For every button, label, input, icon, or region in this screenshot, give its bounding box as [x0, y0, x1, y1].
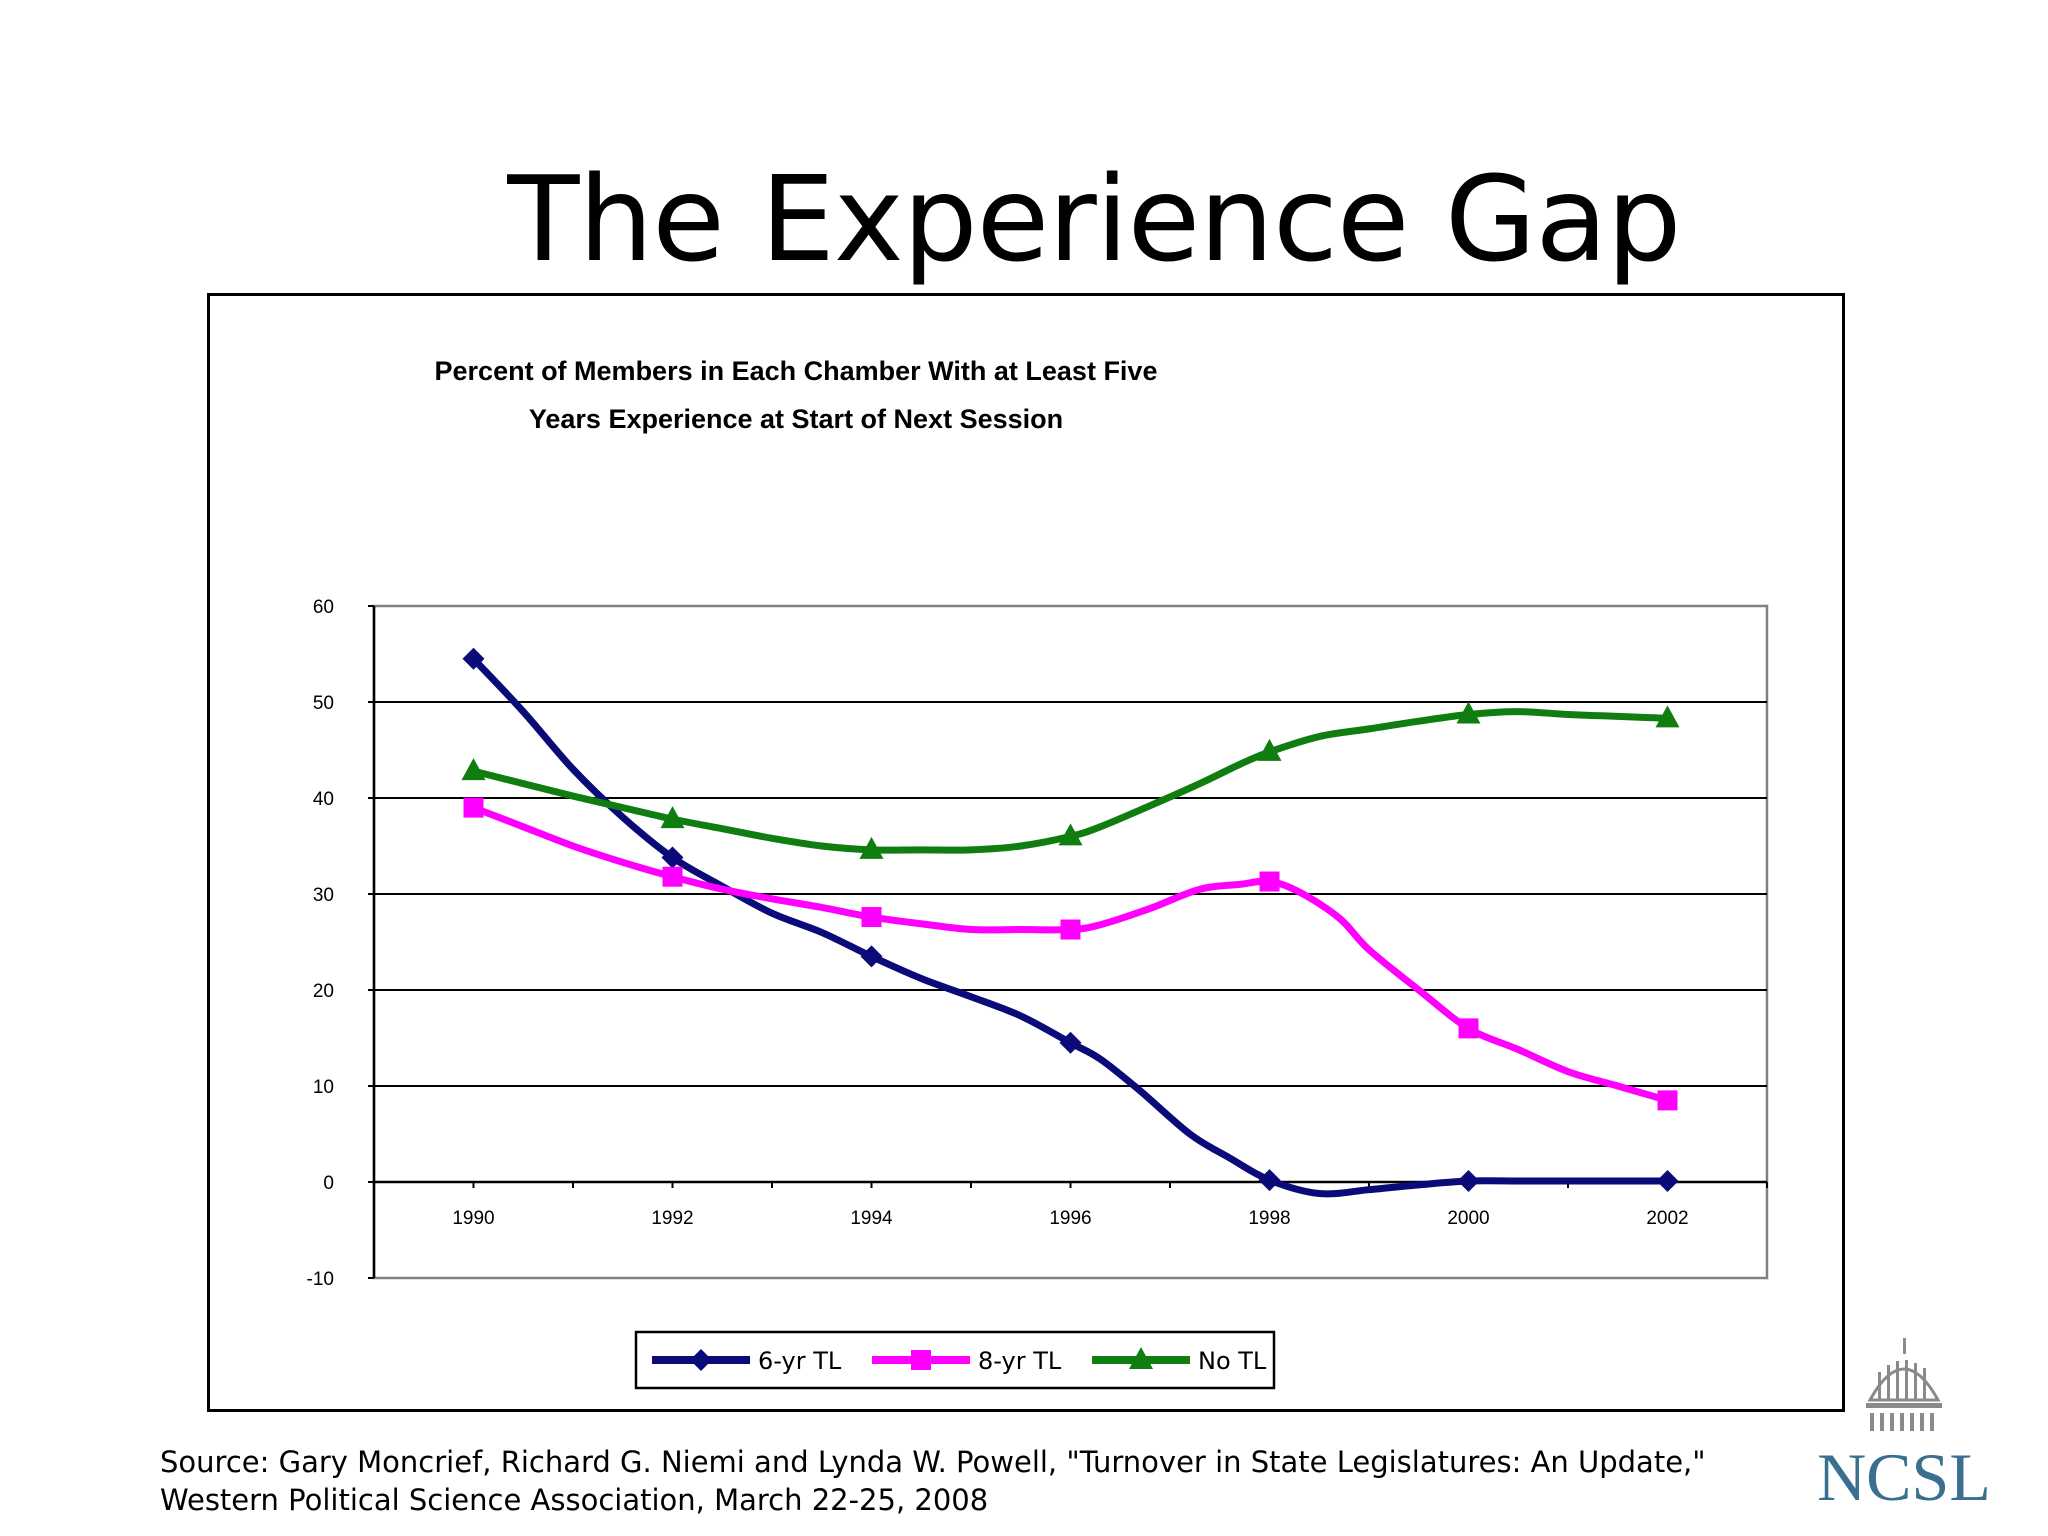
data-point — [462, 647, 485, 670]
x-tick-label: 1990 — [452, 1208, 494, 1229]
data-point — [1058, 823, 1083, 846]
y-tick-label: 60 — [313, 597, 334, 618]
legend-marker — [1129, 1347, 1153, 1369]
data-point — [1656, 1170, 1679, 1193]
legend-marker — [911, 1350, 931, 1370]
data-point — [1655, 705, 1680, 728]
data-point — [860, 945, 883, 968]
x-tick-label: 2002 — [1646, 1208, 1688, 1229]
data-point — [660, 806, 685, 829]
data-point — [662, 866, 683, 887]
logo-text: NCSL — [1817, 1439, 1991, 1515]
x-tick-label: 1994 — [850, 1208, 893, 1229]
series-line-1 — [470, 804, 1671, 1104]
data-point — [1257, 738, 1282, 761]
data-point — [861, 907, 882, 928]
plot-area: -10 0 10 20 30 40 50 60 1990 1992 1994 1996 1998 2000… — [307, 597, 1769, 1290]
chart-title-line-1: Percent of Members in Each Chamber With … — [435, 356, 1158, 386]
y-tick-label: 30 — [313, 885, 334, 906]
data-point — [1657, 1090, 1678, 1111]
data-point — [859, 836, 884, 859]
data-point — [463, 797, 484, 818]
y-tick-label: 50 — [313, 693, 334, 714]
data-point — [1456, 701, 1481, 724]
legend-label: 6-yr TL — [758, 1347, 842, 1375]
source-citation: Source: Gary Moncrief, Richard G. Niemi … — [160, 1445, 1706, 1517]
x-tick-label: 1992 — [651, 1208, 693, 1229]
legend-marker — [690, 1349, 712, 1371]
data-point — [461, 758, 486, 781]
data-point — [1060, 919, 1081, 940]
data-point — [1457, 1170, 1480, 1193]
y-tick-label: 40 — [313, 789, 334, 810]
ncsl-logo: NCSL — [1817, 1338, 1991, 1515]
data-point — [1259, 871, 1280, 892]
data-point — [1458, 1018, 1479, 1039]
y-tick-label: 10 — [313, 1077, 334, 1098]
legend-label: 8-yr TL — [978, 1347, 1062, 1375]
legend: 6-yr TL 8-yr TL No TL — [634, 1330, 1276, 1390]
slide-title: The Experience Gap — [507, 150, 1681, 288]
data-point — [1258, 1169, 1281, 1192]
capitol-dome-icon — [1866, 1338, 1942, 1431]
plot-border — [372, 604, 1769, 1280]
legend-label: No TL — [1198, 1347, 1267, 1375]
x-tick-label: 2000 — [1447, 1208, 1489, 1229]
chart-frame: Percent of Members in Each Chamber With … — [207, 293, 1845, 1412]
y-tick-label: 0 — [323, 1173, 334, 1194]
y-tick-label: 20 — [313, 981, 334, 1002]
y-tick-label: -10 — [307, 1269, 334, 1290]
x-tick-label: 1996 — [1049, 1208, 1091, 1229]
x-tick-label: 1998 — [1248, 1208, 1290, 1229]
line-chart: Percent of Members in Each Chamber With … — [307, 356, 1769, 1390]
data-point — [661, 846, 684, 869]
data-point — [1059, 1031, 1082, 1054]
chart-title-line-2: Years Experience at Start of Next Sessio… — [529, 404, 1063, 434]
